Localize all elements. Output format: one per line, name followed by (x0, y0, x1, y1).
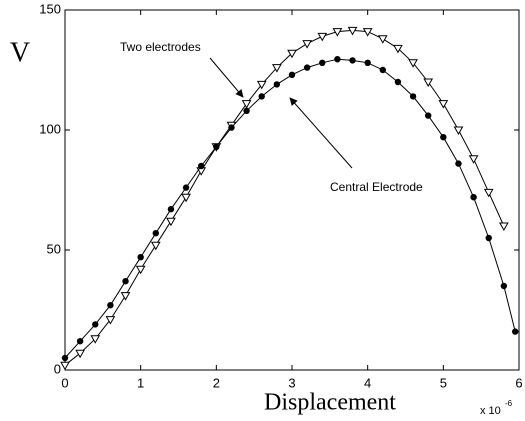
marker (332, 28, 343, 37)
y-tick-label: 150 (39, 1, 61, 16)
marker (319, 59, 326, 66)
y-tick-label: 100 (39, 121, 61, 136)
marker (500, 282, 508, 290)
series-line (64, 58, 516, 359)
marker (287, 49, 297, 59)
marker (468, 155, 479, 164)
marker (485, 234, 492, 242)
marker (334, 56, 341, 63)
marker (423, 78, 434, 88)
marker (90, 335, 101, 344)
marker (228, 124, 235, 131)
marker (256, 80, 267, 90)
x-multiplier: x 10 (480, 405, 501, 417)
marker (76, 338, 84, 345)
marker (60, 361, 70, 371)
axes-box (64, 9, 520, 371)
marker (258, 93, 265, 100)
x-axis-label: Displacement (264, 390, 396, 416)
marker (198, 162, 205, 170)
x-tick-label: 5 (440, 375, 447, 390)
marker (470, 194, 477, 201)
marker (347, 26, 358, 36)
marker (272, 64, 282, 73)
marker (364, 59, 371, 66)
marker (349, 57, 356, 64)
marker (75, 349, 85, 359)
marker (362, 28, 373, 37)
marker (182, 184, 190, 191)
marker (137, 254, 144, 261)
annotation-arrow (209, 57, 244, 98)
marker (408, 59, 418, 68)
marker (377, 35, 388, 44)
annotation: Two electrodes (120, 40, 201, 54)
marker (409, 93, 417, 100)
y-tick-label: 50 (47, 241, 61, 256)
marker (425, 112, 432, 119)
marker (213, 143, 220, 150)
marker (302, 40, 312, 49)
marker (150, 241, 161, 251)
y-axis-label: V (10, 37, 30, 68)
marker (152, 230, 159, 237)
marker (120, 292, 131, 301)
marker (107, 302, 114, 309)
x-tick-label: 4 (364, 375, 371, 390)
x-tick-label: 1 (137, 375, 144, 390)
marker (166, 217, 176, 227)
marker (273, 81, 281, 88)
marker (512, 328, 519, 335)
marker (92, 321, 99, 328)
marker (483, 188, 494, 198)
marker (243, 107, 250, 115)
marker (379, 66, 386, 74)
marker (438, 100, 449, 109)
marker (455, 160, 462, 167)
marker (393, 44, 403, 54)
x-tick-label: 0 (61, 375, 68, 390)
series-line (64, 29, 505, 366)
marker (105, 316, 116, 325)
marker (303, 64, 311, 71)
marker (453, 126, 464, 136)
marker (135, 265, 146, 275)
marker (181, 193, 191, 203)
marker (241, 100, 252, 109)
marker (122, 278, 129, 285)
x-multiplier-exponent: -6 (505, 399, 513, 408)
y-tick-label: 0 (54, 361, 61, 376)
annotation: Central Electrode (330, 180, 423, 194)
marker (288, 71, 296, 79)
x-tick-label: 6 (515, 375, 522, 390)
marker (317, 32, 328, 42)
marker (440, 134, 447, 141)
x-tick-label: 2 (213, 375, 220, 390)
marker (61, 354, 69, 362)
x-tick-label: 3 (288, 375, 295, 390)
marker (167, 206, 175, 213)
marker (394, 78, 402, 86)
marker (499, 222, 509, 232)
annotation-arrow (289, 97, 353, 169)
